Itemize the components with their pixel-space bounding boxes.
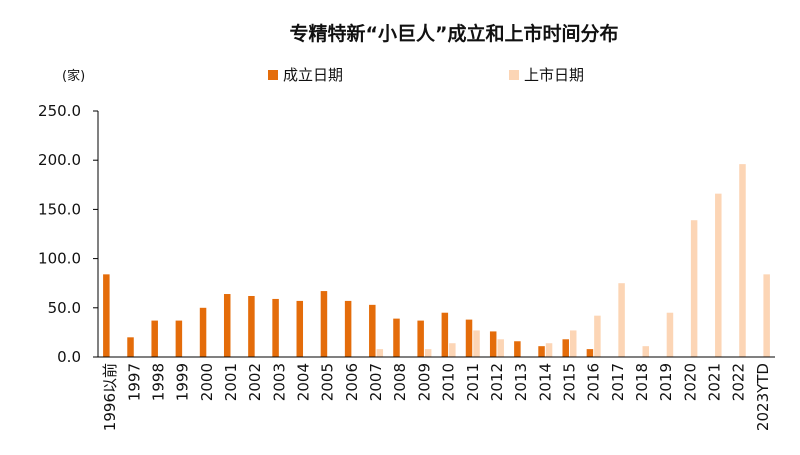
x-tick-label: 1997 [125,363,143,401]
bar-listed [376,349,384,357]
bar-established [248,295,255,357]
x-tick-label: 2002 [246,363,264,401]
bar-established [417,320,424,357]
x-tick-label: 1998 [149,363,167,401]
chart-title: 专精特新“小巨人”成立和上市时间分布 [290,22,619,45]
x-tick-label: 2010 [440,363,458,401]
bar-established [369,304,376,357]
bar-established [538,346,545,357]
x-tick-label: 2015 [560,363,578,401]
bar-listed [497,339,504,357]
bar-listed [690,220,698,357]
y-tick-label: 50.0 [48,299,81,317]
bar-established [127,337,134,357]
x-tick-label: 2004 [295,363,313,401]
bar-established [586,349,594,357]
bar-established [489,331,497,357]
bar-listed [473,330,480,357]
bar-established [514,341,521,357]
bar-listed [666,312,674,357]
bar-established [199,307,207,357]
bar-listed [739,164,746,357]
bar-established [296,300,304,357]
legend: 成立日期 上市日期 [268,66,584,84]
x-tick-label: 2018 [633,363,651,401]
x-tick-label: 2005 [319,363,337,401]
bar-listed [763,274,770,357]
y-tick-label: 100.0 [38,250,81,268]
x-tick-label: 2007 [367,363,385,401]
bar-listed [642,346,650,357]
bar-established [223,294,231,357]
bar-listed [715,193,722,357]
x-tick-label: 2014 [536,363,554,401]
y-axis: 0.0 50.0 100.0 150.0 200.0 250.0 [38,102,99,366]
y-axis-unit: (家) [62,68,85,84]
x-tick-label: 2006 [343,363,361,401]
bar-established [320,291,328,357]
bar-established [344,300,352,357]
x-tick-label: 2023YTD [754,363,772,431]
x-tick-label: 2016 [585,363,603,401]
x-tick-label: 2008 [391,363,409,401]
x-tick-label: 2013 [512,363,530,401]
legend-label-established: 成立日期 [283,66,343,84]
y-tick-label: 150.0 [38,200,81,218]
x-axis: 1996以前 1997 1998 1999 2000 2001 2002 2003 2004 20… [98,356,775,431]
bar-established [393,318,400,357]
x-tick-label: 1999 [174,363,192,401]
bar-listed [569,330,577,357]
x-tick-label: 2009 [415,363,433,401]
bar-established [562,339,569,357]
x-tick-label: 2020 [681,363,699,401]
legend-swatch-established [268,70,278,80]
x-tick-label: 1996以前 [101,363,119,431]
bar-established [103,274,110,357]
x-tick-label: 2003 [270,363,288,401]
x-tick-label: 2019 [657,363,675,401]
y-tick-label: 250.0 [38,102,81,120]
bar-established [441,312,449,357]
x-tick-label: 2001 [222,363,240,401]
bar-listed [594,315,601,357]
legend-label-listed: 上市日期 [524,66,584,84]
bar-listed [618,283,625,357]
bar-listed [424,349,432,357]
y-tick-label: 0.0 [57,348,81,366]
bar-established [151,320,158,357]
bar-established [272,298,279,357]
x-tick-label: 2000 [198,363,216,401]
x-tick-label: 2022 [730,363,748,401]
legend-swatch-listed [509,70,519,80]
x-tick-label: 2017 [609,363,627,401]
x-tick-label: 2011 [464,363,482,401]
bars [103,164,770,357]
bar-established [175,320,183,357]
bar-listed [545,343,553,357]
x-tick-label: 2021 [706,363,724,401]
bar-listed [449,343,456,357]
bar-established [465,319,473,357]
y-tick-label: 200.0 [38,151,81,169]
x-tick-label: 2012 [488,363,506,401]
